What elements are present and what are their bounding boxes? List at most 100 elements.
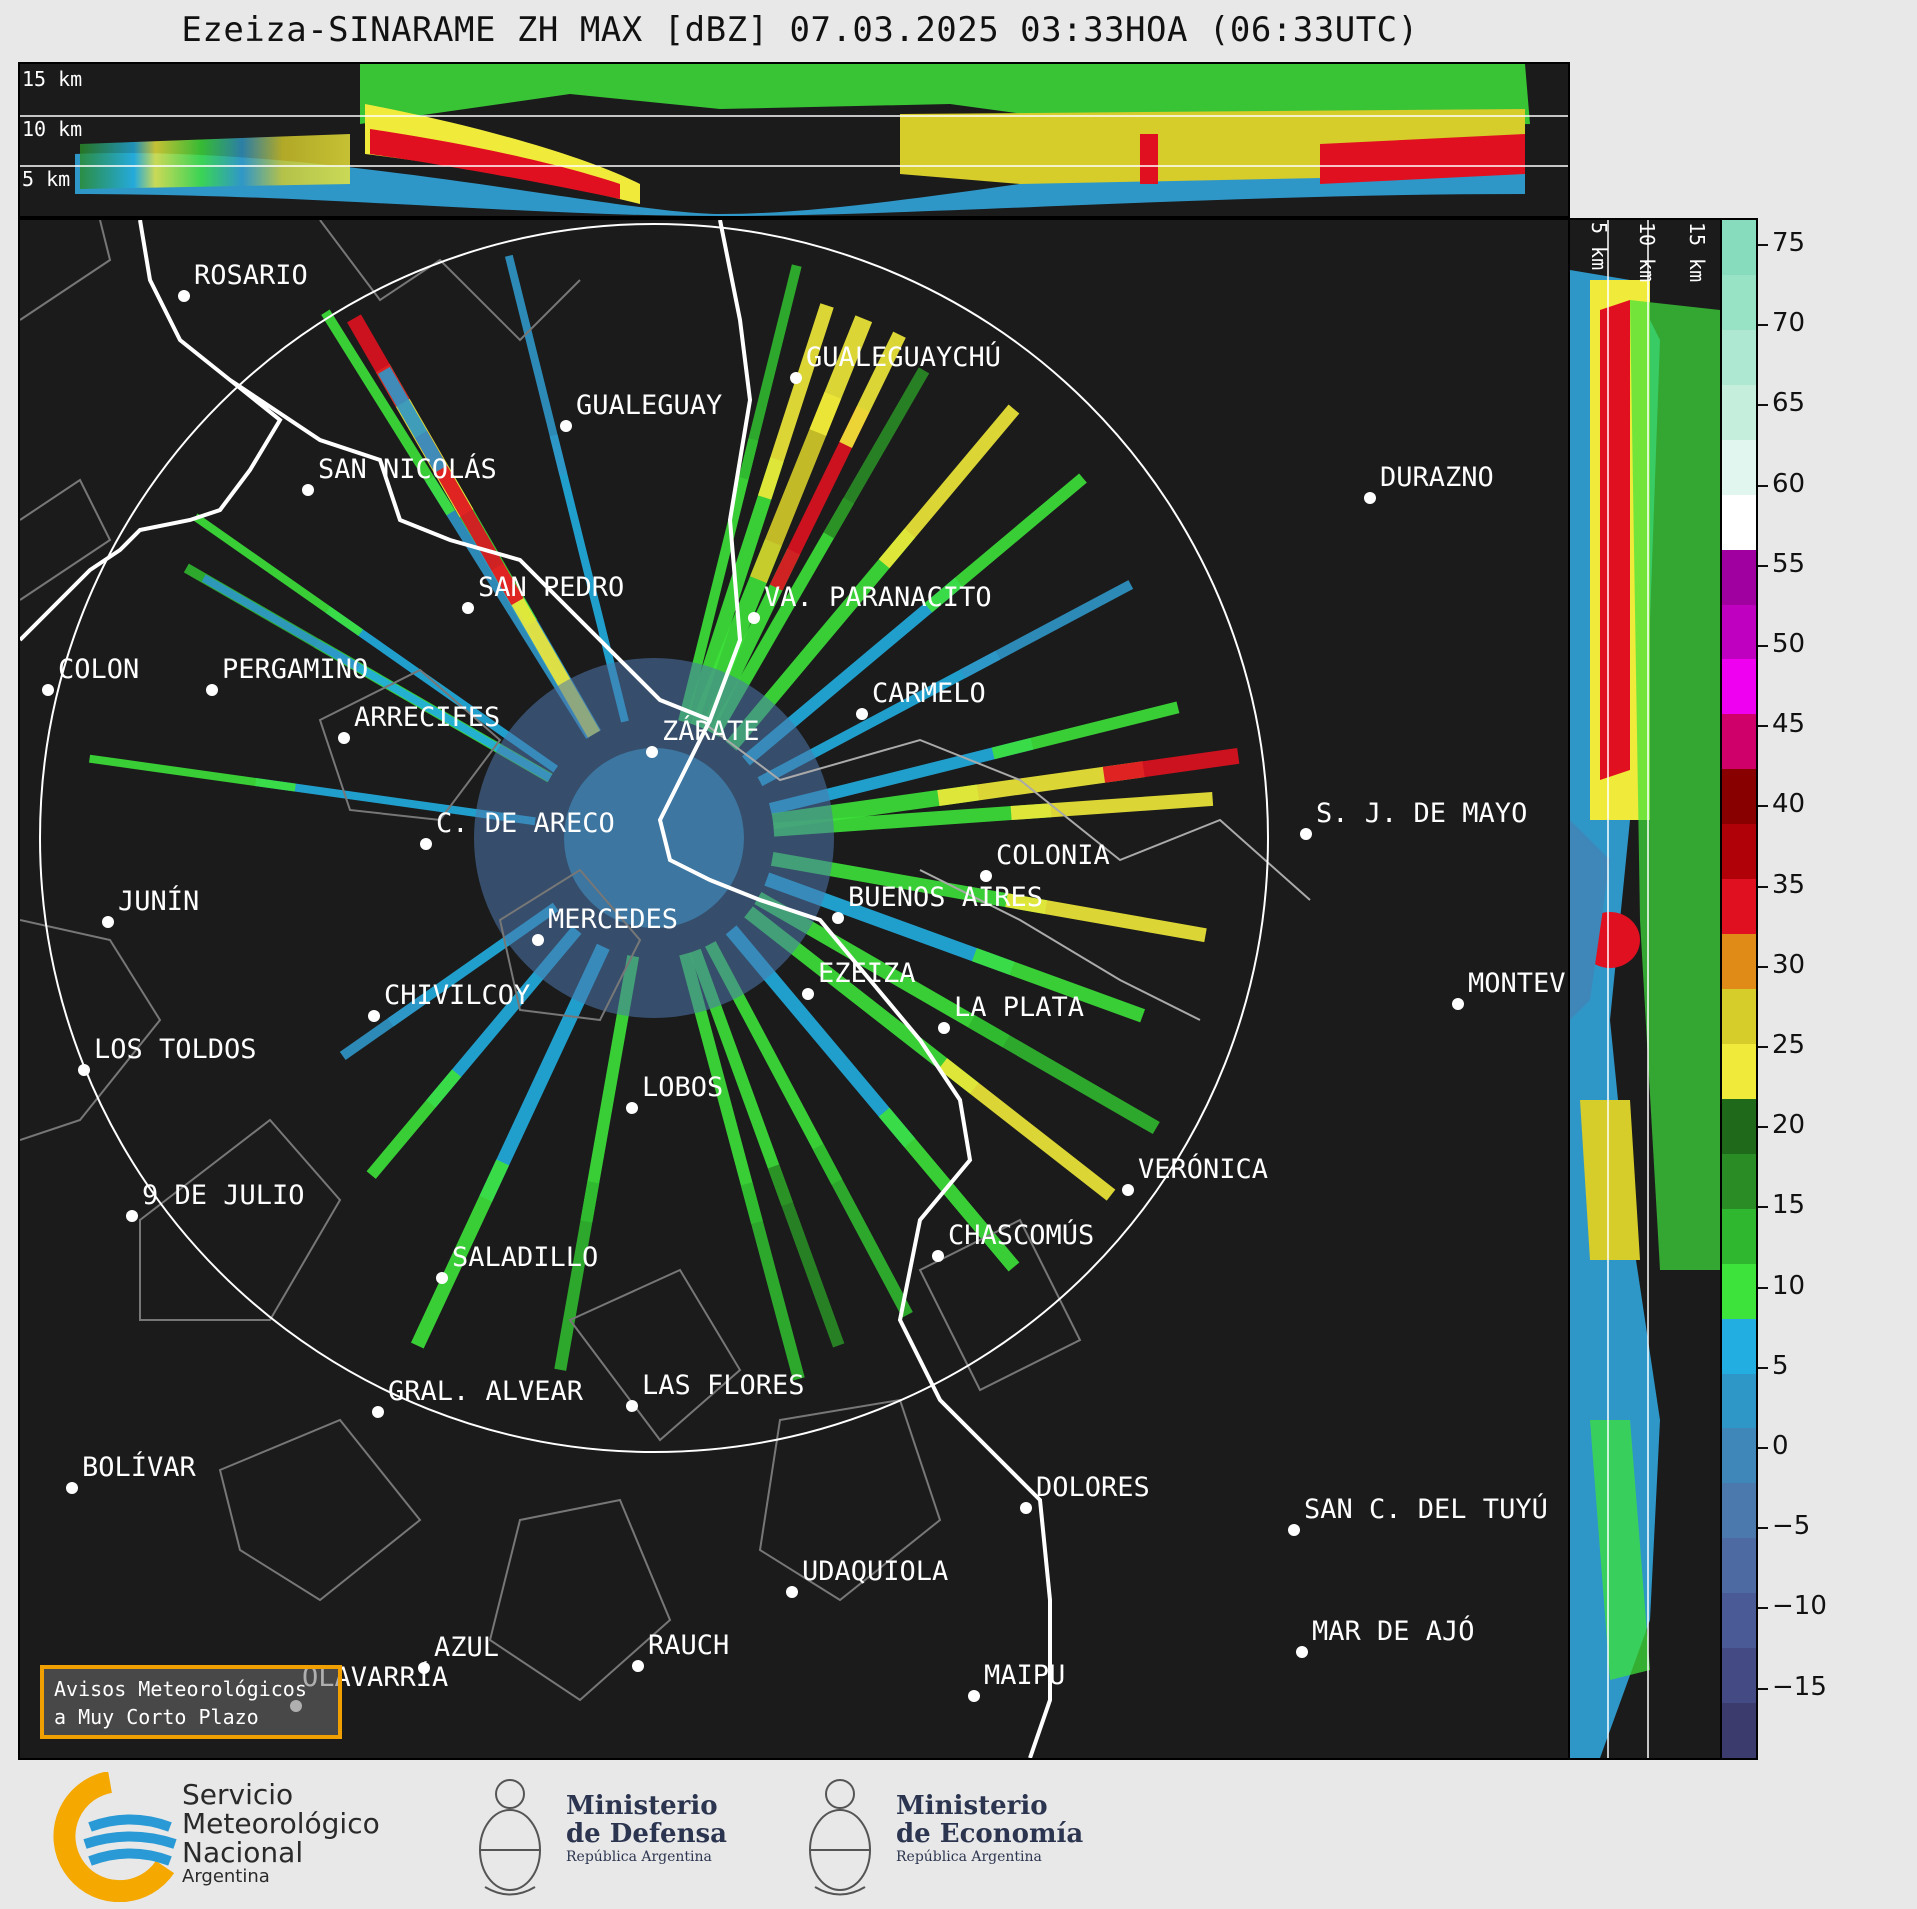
colorbar-tick-label: −5 [1772,1511,1811,1542]
city-36: RAUCH [632,1630,729,1672]
city-label: MAIPU [984,1660,1065,1691]
city-label: ROSARIO [194,260,308,291]
echo-ray [201,574,361,671]
city-label: SAN C. DEL TUYÚ [1304,1493,1548,1525]
city-dot [748,612,760,624]
colorbar-tick-label: 5 [1772,1350,1789,1381]
city-1: GUALEGUAYCHÚ [790,341,1001,384]
city-8: PERGAMINO [206,654,368,696]
side-height-label-10: 10 km [1635,222,1659,282]
defensa-line-1: Ministerio [566,1791,718,1821]
city-34: MAR DE AJÓ [1296,1615,1475,1658]
colorbar-segment [1722,1373,1756,1429]
echo-ray [924,473,1087,613]
city-dot [420,838,432,850]
city-label: MONTEVIDEO [1468,968,1568,999]
economia-line-1: Ministerio [896,1791,1048,1821]
echo-ray [366,1069,462,1179]
echo-ray [321,309,456,516]
top-height-label-15: 15 km [22,67,82,91]
city-dot [980,870,992,882]
city-dot [560,420,572,432]
city-label: UDAQUIOLA [802,1556,948,1587]
city-label: MAR DE AJÓ [1312,1615,1475,1647]
colorbar-segment [1722,1647,1756,1704]
city-label: DOLORES [1036,1472,1150,1503]
colorbar-segment [1722,878,1756,935]
colorbar-tick-label: 40 [1772,789,1806,820]
city-label: SAN PEDRO [478,572,624,603]
warning-link-box[interactable]: Avisos Meteorológicos a Muy Corto Plazo [40,1665,342,1739]
city-35: AZUL [418,1632,499,1674]
echo-ray [767,1164,845,1348]
colorbar [1720,218,1758,1760]
economia-line-2: de Economía [896,1819,1084,1849]
top-height-label-5: 5 km [22,167,70,191]
city-dot [436,1272,448,1284]
city-dot [832,912,844,924]
colorbar-tick-mark [1758,1046,1768,1048]
city-23: LOBOS [626,1072,723,1114]
colorbar-segment [1722,988,1756,1044]
colorbar-tick-label: 35 [1772,869,1806,900]
colorbar-tick-label: 45 [1772,709,1806,740]
city-label: MERCEDES [548,904,678,935]
defensa-seal-icon [479,1779,541,1896]
city-dot [1288,1524,1300,1536]
coastline-river [20,220,1052,1758]
city-24: VERÓNICA [1122,1153,1268,1196]
echo-ray [878,1107,1020,1272]
colorbar-tick-label: 20 [1772,1110,1806,1141]
colorbar-segment [1722,933,1756,989]
city-15: JUNÍN [102,885,199,928]
city-29: LAS FLORES [626,1370,805,1412]
colorbar-segment [1722,329,1756,385]
defensa-line-2: de Defensa [566,1819,727,1849]
colorbar-tick-label: 75 [1772,228,1806,258]
city-dot [1452,998,1464,1010]
city-label: GUALEGUAYCHÚ [806,341,1001,373]
city-label: ARRECIFES [354,702,500,733]
echo-ray [410,1159,510,1349]
colorbar-tick-label: 25 [1772,1030,1806,1060]
colorbar-tick-mark [1758,244,1768,246]
city-11: ZÁRATE [646,715,760,758]
city-label: BUENOS AIRES [848,882,1043,913]
city-dot [968,1690,980,1702]
colorbar-segment [1722,658,1756,715]
city-17: MERCEDES [532,904,678,946]
top-cross-section-svg: 15 km 10 km 5 km [20,64,1568,216]
city-label: SAN NICOLÁS [318,453,497,485]
colorbar-tick-label: −10 [1772,1591,1827,1622]
city-label: LOBOS [642,1072,723,1103]
city-0: ROSARIO [178,260,308,302]
top-cross-section-panel: 15 km 10 km 5 km [18,62,1570,218]
echo-ray [339,995,427,1061]
city-dot [126,1210,138,1222]
colorbar-segment [1722,713,1756,770]
colorbar-segment [1722,1208,1756,1264]
colorbar-segment [1722,1702,1756,1758]
economia-seal-icon [809,1779,871,1896]
colorbar-tick-label: −15 [1772,1671,1827,1702]
colorbar-segment [1722,494,1756,550]
city-18: EZEIZA [802,958,916,1000]
city-label: RAUCH [648,1630,729,1661]
city-6: VA. PARANACITO [748,582,992,624]
colorbar-tick-mark [1758,1607,1768,1610]
city-12: S. J. DE MAYO [1300,798,1527,840]
city-14: COLONIA [980,840,1110,882]
colorbar-tick-mark [1758,1126,1768,1129]
city-label: CARMELO [872,678,986,709]
colorbar-segment [1722,768,1756,825]
side-height-label-15: 15 km [1685,222,1709,282]
city-label: GUALEGUAY [576,390,722,421]
echo-ray [839,331,906,448]
smn-line-1: Servicio [182,1778,294,1811]
echo-ray [1102,747,1240,783]
city-label: COLONIA [996,840,1110,871]
radar-echo-layer [88,254,1240,1381]
colorbar-segment [1722,604,1756,660]
city-38: MAIPU [968,1660,1065,1702]
economia-line-3: República Argentina [896,1849,1042,1865]
